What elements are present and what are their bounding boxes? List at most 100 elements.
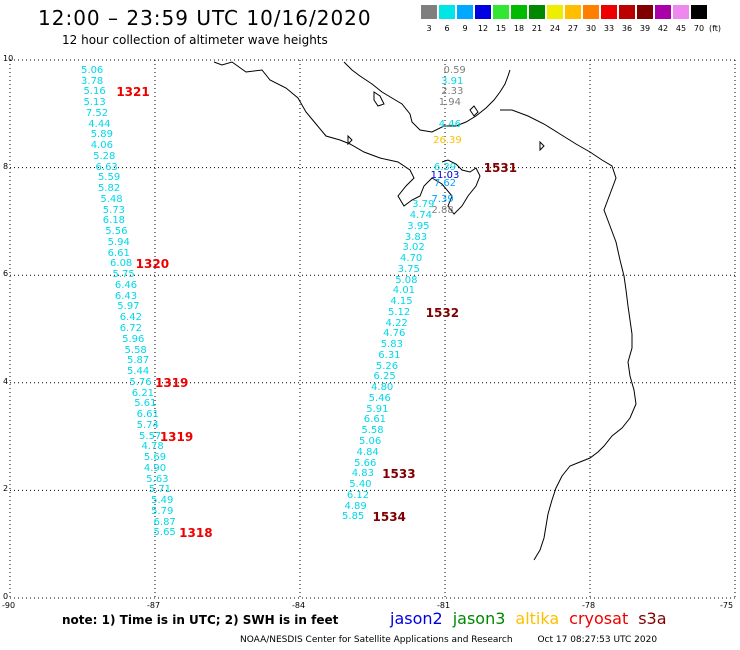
- wave-height-value: 4.06: [90, 140, 113, 152]
- wave-height-value: 5.61: [134, 398, 157, 410]
- wave-height-value: 4.15: [390, 296, 413, 308]
- wave-height-value: 7.39: [431, 193, 454, 205]
- legend-label: 18: [513, 24, 525, 33]
- wave-height-value: 5.58: [361, 425, 384, 437]
- legend-swatch: [565, 5, 581, 19]
- wave-height-value: 5.06: [358, 435, 382, 447]
- credit-text: NOAA/NESDIS Center for Satellite Applica…: [240, 635, 513, 645]
- latitude-tick: 10: [3, 54, 14, 63]
- wave-height-value: 5.66: [354, 457, 377, 469]
- wave-height-value: 6.08: [110, 258, 133, 270]
- wave-height-value: 5.83: [380, 339, 403, 351]
- wave-height-value: 4.78: [141, 441, 164, 453]
- latitude-tick: 4: [3, 376, 9, 386]
- satellite-name: altika: [515, 609, 560, 628]
- legend-label: 39: [639, 24, 651, 33]
- legend-label: 27: [567, 24, 579, 33]
- wave-height-value: 1.94: [438, 97, 461, 109]
- pass-number-label: 1321: [116, 85, 150, 100]
- latitude-tick: 2: [3, 484, 9, 494]
- satellite-legend: jason2 jason3 altika cryosat s3a: [390, 609, 677, 628]
- wave-height-value: 5.96: [122, 333, 145, 345]
- legend-label: 12: [477, 24, 489, 33]
- pass-number-label: 1534: [372, 510, 406, 525]
- legend-swatch: [655, 5, 671, 19]
- wave-height-value: 5.06: [81, 64, 104, 76]
- wave-height-value: 4.89: [344, 500, 367, 512]
- legend-swatch: [583, 5, 599, 19]
- pass-number-label: 1319: [155, 375, 189, 390]
- wave-height-value: 5.49: [151, 495, 174, 507]
- longitude-tick: -90: [2, 601, 16, 610]
- longitude-tick: -84: [292, 601, 306, 610]
- legend-swatch: [619, 5, 635, 19]
- wave-height-value: 5.12: [387, 306, 411, 318]
- legend-label: 15: [495, 24, 507, 33]
- legend-label: 30: [585, 24, 597, 33]
- wave-height-value: 6.61: [107, 247, 130, 259]
- island-small-c: [539, 140, 545, 152]
- wave-height-value: 3.83: [404, 231, 428, 243]
- pass-number-label: 1531: [483, 160, 518, 175]
- satellite-name: cryosat: [569, 609, 629, 628]
- legend-unit: (ft): [708, 24, 722, 33]
- wave-height-value: 5.85: [342, 511, 365, 523]
- wave-height-value: 6.46: [114, 279, 138, 291]
- wave-height-value: 4.76: [383, 328, 406, 340]
- island-small-a: [373, 91, 385, 107]
- legend-swatch: [421, 5, 437, 19]
- coastline-central-america: [213, 61, 481, 215]
- longitude-tick: -81: [437, 601, 451, 610]
- wave-height-value: 0.59: [443, 64, 466, 76]
- legend-label: 33: [603, 24, 615, 33]
- wave-height-value: 3.91: [441, 75, 464, 87]
- legend-swatch: [637, 5, 653, 19]
- wave-height-value: 4.83: [351, 468, 374, 480]
- wave-height-value: 4.84: [356, 446, 379, 458]
- wave-height-value: 6.61: [363, 414, 387, 426]
- wave-height-value: 5.87: [126, 355, 150, 367]
- latitude-tick: 0: [3, 592, 9, 601]
- wave-height-value: 5.76: [129, 376, 152, 388]
- wave-height-value: 3.79: [412, 199, 435, 211]
- wave-height-value: 6.61: [136, 409, 159, 421]
- wave-height-value: 7.52: [85, 107, 109, 119]
- legend-swatch: [547, 5, 563, 19]
- wave-height-value: 6.12: [346, 489, 370, 501]
- longitude-tick: -87: [147, 601, 161, 610]
- wave-height-value: 4.44: [88, 118, 111, 130]
- wave-height-value: 5.40: [349, 479, 372, 491]
- wave-height-value: 5.46: [368, 392, 391, 404]
- wave-height-value: 4.46: [438, 118, 461, 130]
- coastline-caribbean-north: [343, 61, 511, 133]
- legend-swatch: [493, 5, 509, 19]
- footer-note: note: 1) Time is in UTC; 2) SWH is in fe…: [62, 613, 339, 627]
- wave-height-value: 5.97: [117, 301, 140, 313]
- wave-height-value: 5.57: [139, 430, 162, 442]
- legend-label: 24: [549, 24, 561, 33]
- wave-height-value: 4.74: [409, 210, 432, 222]
- island-small-d: [347, 134, 353, 146]
- legend-swatch: [673, 5, 689, 19]
- wave-height-value: 5.63: [146, 473, 169, 485]
- wave-height-value: 5.71: [148, 484, 171, 496]
- wave-height-value: 5.82: [97, 183, 121, 195]
- legend-swatch: [457, 5, 473, 19]
- wave-height-value: 3.75: [397, 263, 420, 275]
- wave-height-value: 3.02: [402, 242, 425, 254]
- wave-height-value: 5.44: [126, 366, 150, 378]
- wave-height-value: 6.87: [153, 516, 176, 528]
- wave-height-value: 5.74: [136, 419, 159, 431]
- legend-label: 6: [444, 24, 450, 33]
- wave-height-value: 11.03: [430, 169, 460, 181]
- wave-height-value: 2.88: [431, 204, 454, 216]
- wave-height-value: 4.90: [143, 462, 167, 474]
- satellite-name: jason3: [452, 609, 506, 628]
- wave-height-value: 4.70: [400, 253, 423, 265]
- wave-height-value: 5.94: [107, 236, 130, 248]
- longitude-tick: -75: [720, 601, 734, 610]
- wave-height-value: 4.22: [385, 317, 408, 329]
- coastline: [213, 61, 637, 561]
- wave-height-value: 7.62: [433, 177, 457, 189]
